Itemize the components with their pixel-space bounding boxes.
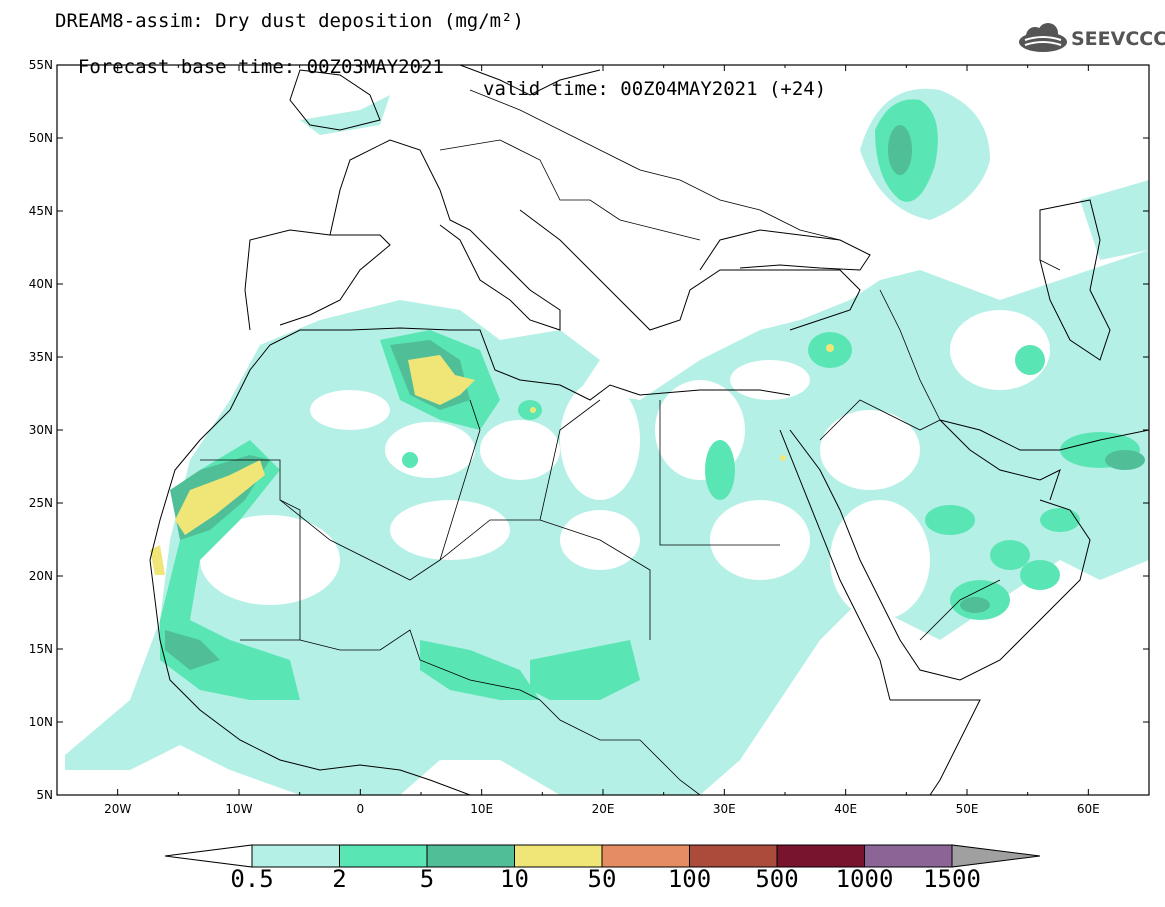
- lat-label: 15N: [29, 642, 53, 656]
- time-line: Forecast base time: 00Z03MAY2021 valid t…: [55, 34, 826, 100]
- colorbar-label: 0.5: [230, 865, 273, 893]
- lat-label: 45N: [29, 204, 53, 218]
- lon-label: 10E: [470, 802, 493, 816]
- lon-label: 0: [357, 802, 365, 816]
- borders: [200, 89, 1061, 795]
- map-title: DREAM8-assim: Dry dust deposition (mg/m²…: [55, 10, 524, 32]
- colorbar-label: 100: [668, 865, 711, 893]
- coastlines: [149, 65, 1149, 795]
- lat-label: 30N: [29, 423, 53, 437]
- dust-shading: [65, 88, 1149, 795]
- colorbar-label: 50: [588, 865, 617, 893]
- lat-label: 50N: [29, 131, 53, 145]
- colorbar-label: 1500: [923, 865, 981, 893]
- lon-label: 10W: [225, 802, 252, 816]
- colorbar-over-triangle: [951, 844, 1041, 868]
- lat-label: 20N: [29, 569, 53, 583]
- colorbar-swatch: [864, 844, 953, 868]
- colorbar: 0.5 2 5 10 50 100 500 1000 1500: [164, 844, 1041, 893]
- lat-label: 55N: [29, 58, 53, 72]
- seevccc-logo: SEEVCCC: [1015, 22, 1165, 56]
- colorbar-label: 500: [755, 865, 798, 893]
- colorbar-swatch: [776, 844, 865, 868]
- dust-level-10: [150, 344, 834, 575]
- lat-label: 25N: [29, 496, 53, 510]
- colorbar-swatch: [251, 844, 340, 868]
- colorbar-label: 2: [332, 865, 346, 893]
- colorbar-swatch: [689, 844, 778, 868]
- lat-label: 35N: [29, 350, 53, 364]
- lat-label: 10N: [29, 715, 53, 729]
- colorbar-label: 1000: [836, 865, 894, 893]
- colorbar-under-triangle: [164, 844, 253, 868]
- lon-label: 50E: [956, 802, 979, 816]
- colorbar-swatch: [339, 844, 428, 868]
- valid-time: valid time: 00Z04MAY2021 (+24): [483, 78, 827, 100]
- logo-text: SEEVCCC: [1071, 28, 1165, 50]
- lon-label: 20W: [104, 802, 131, 816]
- colorbar-label: 10: [500, 865, 529, 893]
- cloud-logo-icon: [1019, 23, 1067, 52]
- colorbar-label: 5: [420, 865, 434, 893]
- lon-label: 30E: [713, 802, 736, 816]
- colorbar-swatch: [426, 844, 515, 868]
- colorbar-swatch: [601, 844, 690, 868]
- lon-label: 20E: [592, 802, 615, 816]
- axis-ticks: 5N 10N 15N 20N 25N 30N 35N 40N 45N 50N 55N 20W 10W 0 1…: [29, 58, 1150, 816]
- lat-label: 5N: [36, 788, 53, 802]
- lat-label: 40N: [29, 277, 53, 291]
- colorbar-swatch: [514, 844, 603, 868]
- lon-label: 40E: [834, 802, 857, 816]
- lon-label: 60E: [1077, 802, 1100, 816]
- forecast-base-time: Forecast base time: 00Z03MAY2021: [77, 56, 444, 78]
